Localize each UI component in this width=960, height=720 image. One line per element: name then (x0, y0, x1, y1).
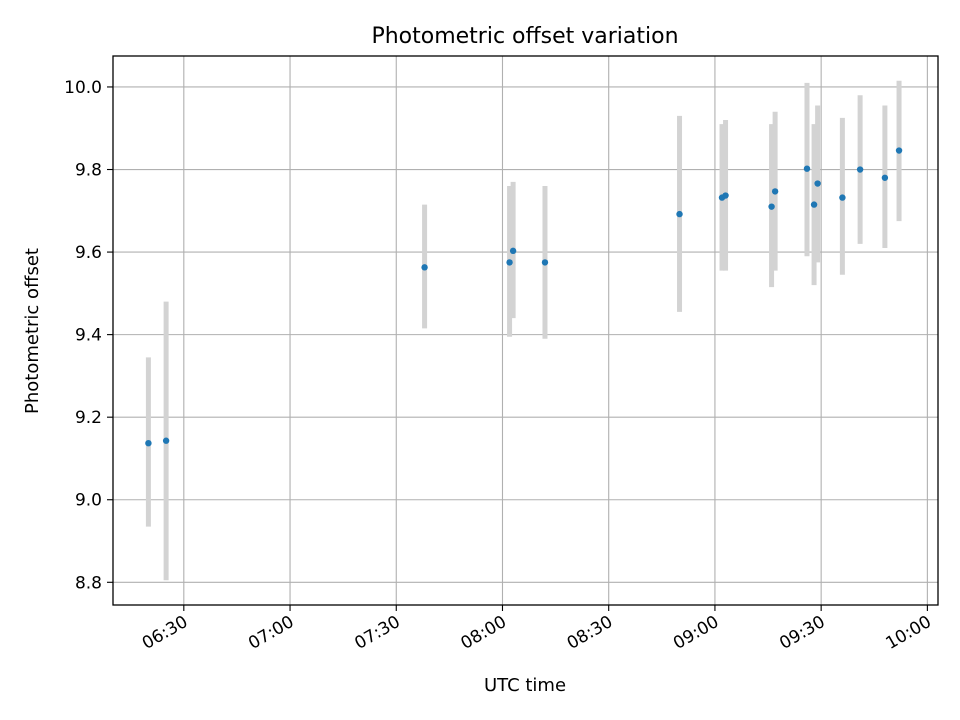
data-point (145, 439, 152, 447)
data-point (506, 259, 513, 266)
x-axis-label: UTC time (484, 675, 566, 696)
x-tick-label: 08:30 (564, 612, 616, 654)
data-point (722, 192, 729, 199)
y-tick-label: 9.8 (75, 161, 102, 181)
y-tick-label: 9.2 (75, 408, 102, 428)
x-tick-label: 08:00 (458, 612, 510, 654)
y-tick-label: 10.0 (64, 78, 102, 98)
data-point (814, 180, 821, 187)
data-point (856, 166, 864, 173)
data-point (768, 203, 775, 210)
y-tick-label: 8.8 (75, 573, 102, 593)
y-axis-label: Photometric offset (22, 248, 43, 414)
data-point (895, 147, 903, 154)
x-tick-label: 09:30 (776, 612, 828, 654)
data-point (810, 201, 818, 208)
x-tick-label: 06:30 (139, 612, 191, 654)
y-tick-label: 9.0 (75, 491, 102, 511)
data-point (839, 194, 846, 201)
data-point (771, 188, 779, 195)
plot-frame (112, 55, 939, 606)
data-point (509, 247, 517, 255)
y-axis: 8.8 9.0 9.2 9.4 9.6 9.8 10.0 (64, 78, 113, 593)
data-point (881, 174, 889, 181)
y-tick-label: 9.6 (75, 243, 102, 263)
error-bars (145, 80, 902, 581)
x-axis: 06:30 07:00 07:30 08:00 08:30 09:00 09:30 10:00 (139, 605, 935, 654)
data-points (145, 147, 903, 447)
data-point (421, 264, 428, 271)
chart-title: Photometric offset variation (371, 24, 678, 49)
y-tick-label: 9.4 (75, 326, 102, 346)
grid (113, 56, 938, 605)
data-point (162, 437, 170, 444)
data-point (676, 210, 683, 218)
x-tick-label: 10:00 (882, 612, 934, 654)
x-tick-label: 09:00 (670, 612, 722, 654)
x-tick-label: 07:30 (351, 612, 403, 654)
data-point (541, 259, 549, 266)
data-point (803, 165, 811, 172)
x-tick-label: 07:00 (245, 612, 297, 654)
